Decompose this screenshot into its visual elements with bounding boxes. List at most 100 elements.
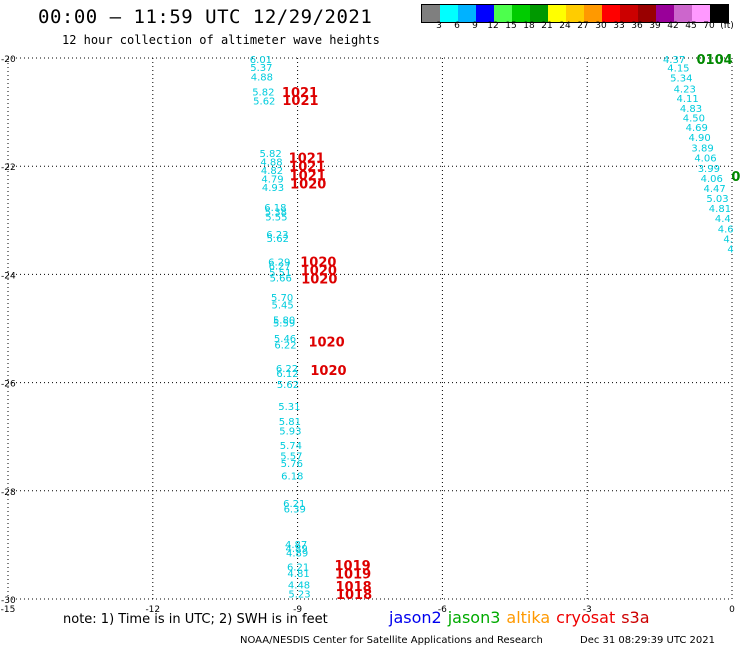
colorbar-swatch: [710, 5, 728, 22]
swh-label: 4.89: [286, 548, 308, 559]
colorbar-label: 21: [541, 21, 553, 31]
colorbar-swatch: [458, 5, 476, 22]
colorbar-swatch: [620, 5, 638, 22]
colorbar-swatch: [440, 5, 458, 22]
x-tick-label: -15: [1, 605, 16, 615]
colorbar-swatch: [602, 5, 620, 22]
swh-label: 5.34: [670, 73, 692, 84]
swh-label: 5.62: [277, 380, 299, 391]
legend-item: altika: [506, 608, 551, 627]
swh-label: 4.23: [674, 84, 696, 95]
swh-label: 5.76: [281, 459, 303, 470]
swh-label: 5.62: [267, 234, 289, 245]
swh-label: 4.69: [686, 123, 708, 134]
y-tick-label: -28: [1, 488, 16, 498]
swh-label: 6.18: [281, 472, 303, 483]
swh-label: 6.29: [268, 257, 290, 268]
swh-label: 5.38: [265, 208, 287, 219]
colorbar-swatch: [638, 5, 656, 22]
swh-label: 6.12: [276, 369, 298, 380]
colorbar-swatch: [656, 5, 674, 22]
colorbar-label: 42: [667, 21, 679, 31]
swh-label: 4.82: [261, 166, 283, 177]
y-tick-label: -22: [1, 163, 16, 173]
swh-label: 4.15: [667, 64, 689, 75]
swh-label: 5.37: [250, 63, 272, 74]
plot-frame: [7, 57, 733, 600]
swh-label: 5.93: [279, 427, 301, 438]
colorbar-label: 70: [703, 21, 715, 31]
swh-label: 6.39: [284, 505, 306, 516]
colorbar-swatch: [530, 5, 548, 22]
pressure-label: 1019: [335, 568, 371, 583]
swh-label: 4.37: [663, 55, 685, 66]
colorbar-label: 39: [649, 21, 661, 31]
colorbar-label: 36: [631, 21, 643, 31]
swh-label: 4.4: [715, 214, 731, 225]
colorbar-label: 12: [487, 21, 499, 31]
swh-label: 6.21: [283, 499, 305, 510]
swh-label: 4.06: [694, 154, 716, 165]
swh-label: 5.31: [278, 402, 300, 413]
swh-label: 4.93: [262, 183, 284, 194]
legend-item: cryosat: [556, 608, 616, 627]
colorbar-label: 27: [577, 21, 589, 31]
pressure-label: 1020: [308, 335, 344, 350]
swh-label: 4.87: [285, 540, 307, 551]
colorbar-label: 24: [559, 21, 571, 31]
colorbar-label: 18: [523, 21, 535, 31]
swh-label: 4.47: [703, 184, 725, 195]
swh-label: 5.55: [265, 213, 287, 224]
colorbar-swatch: [512, 5, 530, 22]
colorbar-swatch: [584, 5, 602, 22]
pressure-label: 1020: [300, 255, 336, 270]
pressure-label: 0: [731, 170, 740, 185]
swh-label: 6.27: [269, 262, 291, 273]
swh-label: 6.01: [250, 55, 272, 66]
swh-label: 4.81: [287, 569, 309, 580]
colorbar-label: 3: [436, 21, 442, 31]
swh-label: 5.82: [252, 88, 274, 99]
footer-timestamp: Dec 31 08:29:39 UTC 2021: [580, 635, 715, 646]
x-tick-label: -6: [438, 605, 447, 615]
swh-label: 4: [727, 244, 733, 255]
swh-label: 4.06: [701, 174, 723, 185]
swh-label: 4.6: [718, 224, 734, 235]
swh-label: 6.22: [276, 364, 298, 375]
pressure-label: 1020: [301, 264, 337, 279]
legend-item: s3a: [621, 608, 650, 627]
colorbar-swatch: [494, 5, 512, 22]
pressure-label: 1021: [289, 160, 325, 175]
x-tick-label: 0: [729, 605, 735, 615]
swh-label: 4.50: [683, 114, 705, 125]
pressure-label: 1021: [282, 86, 318, 101]
swh-label: 5.81: [279, 417, 301, 428]
swh-label: 5.59: [273, 319, 295, 330]
swh-label: 5.45: [272, 301, 294, 312]
swh-label: 5.03: [706, 194, 728, 205]
colorbar-swatch: [692, 5, 710, 22]
swh-label: 6.21: [287, 563, 309, 574]
swh-label: 3.99: [698, 164, 720, 175]
swh-label: 5.80: [273, 315, 295, 326]
colorbar-label: 9: [472, 21, 478, 31]
swh-label: 4.11: [676, 94, 698, 105]
colorbar-label: 33: [613, 21, 625, 31]
legend-item: jason2: [389, 608, 442, 627]
swh-label: 5.74: [280, 441, 302, 452]
swh-label: 6.22: [274, 341, 296, 352]
footer-credit: NOAA/NESDIS Center for Satellite Applica…: [240, 635, 543, 646]
colorbar-label: (ft): [720, 21, 734, 31]
colorbar-swatch: [422, 5, 440, 22]
note-text: note: 1) Time is in UTC; 2) SWH is in fe…: [63, 612, 328, 627]
pressure-label: 0104: [697, 53, 733, 68]
swh-label: 5.62: [253, 97, 275, 108]
pressure-label: 1020: [290, 178, 326, 193]
swh-label: 5.46: [274, 334, 296, 345]
colorbar-label: 45: [685, 21, 697, 31]
pressure-label: 1021: [282, 94, 318, 109]
colorbar-label: 15: [505, 21, 517, 31]
x-tick-label: -12: [145, 605, 160, 615]
pressure-label: 1020: [301, 273, 337, 288]
